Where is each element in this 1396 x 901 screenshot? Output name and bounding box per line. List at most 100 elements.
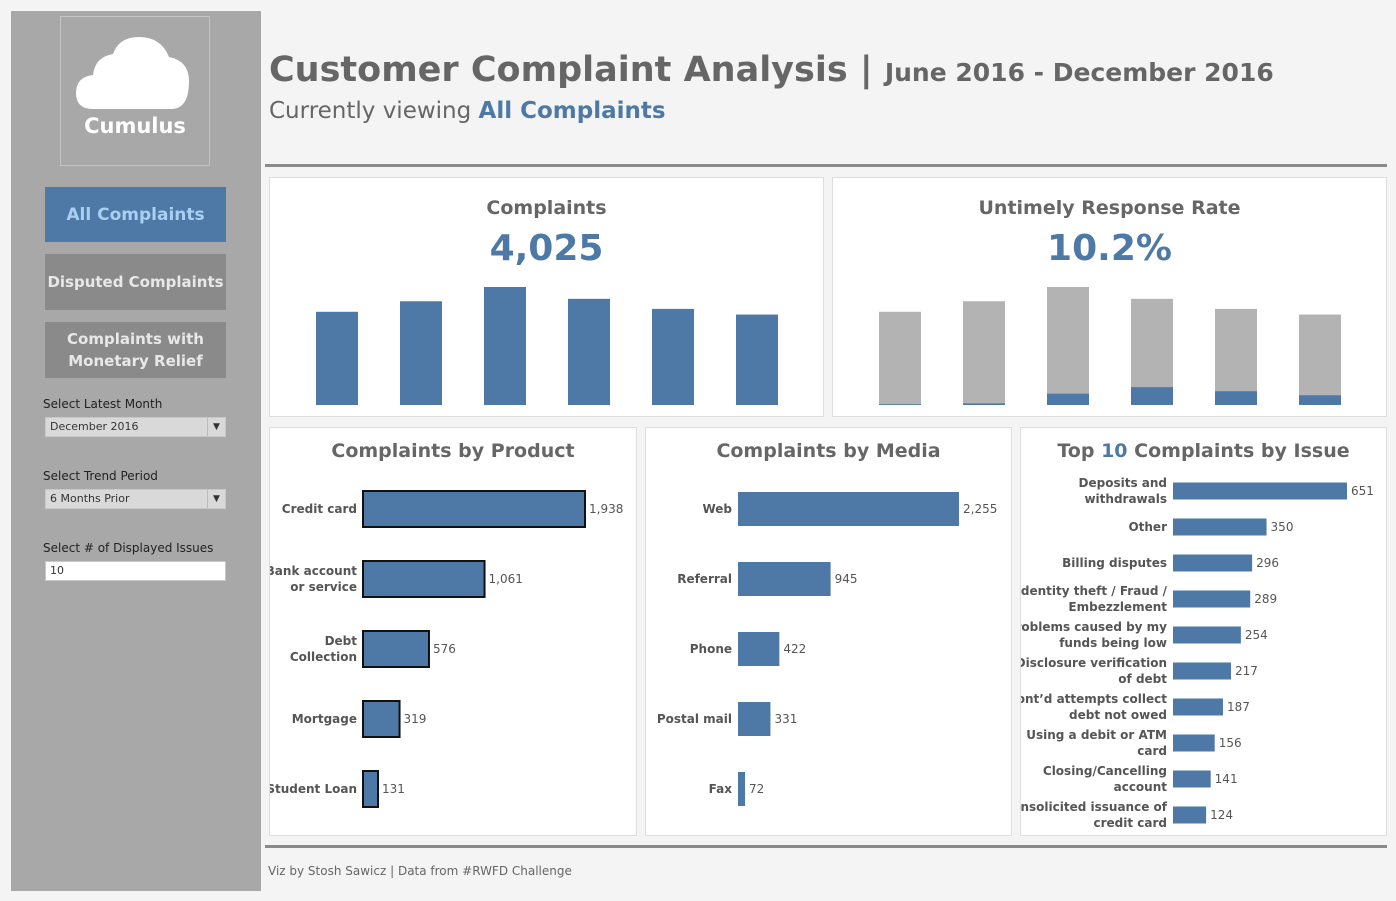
category-label: Embezzlement [1068,600,1167,614]
category-label: card [1137,744,1167,758]
category-label: Using a debit or ATM [1026,728,1167,742]
trend-bar-total [879,311,921,405]
untimely-title: Untimely Response Rate [978,197,1241,219]
bar [738,632,780,666]
page-title: Customer Complaint Analysis | June 2016 … [269,50,1274,90]
bar [362,490,586,528]
title-separator: | [847,50,885,90]
category-label: account [1114,780,1168,794]
disputed-complaints-button[interactable]: Disputed Complaints [45,254,226,310]
bar [1173,626,1241,644]
data-label: 289 [1254,592,1277,606]
issues-count-input[interactable]: 10 [45,561,226,581]
category-label: of debt [1118,672,1167,686]
bar [738,702,771,736]
category-label: Web [702,502,732,516]
chevron-down-icon[interactable]: ▼ [207,490,225,508]
data-label: 217 [1235,664,1258,678]
data-label: 124 [1210,808,1233,822]
category-label: Disclosure verification [1021,656,1167,670]
trend-period-value: 6 Months Prior [50,492,130,505]
trend-bar-untimely [963,403,1005,405]
trend-bar-untimely [1299,395,1341,405]
data-label: 254 [1245,628,1268,642]
product-title: Complaints by Product [331,440,575,462]
category-label: Credit card [282,502,357,516]
category-label: Student Loan [270,782,357,796]
untimely-kpi: 10.2% [1047,228,1172,269]
issues-bar-chart: 651 Deposits and withdrawals 350 Other 296 Bil… [1021,476,1374,830]
chevron-down-icon[interactable]: ▼ [207,418,225,436]
bar [1173,554,1253,572]
data-label: 131 [382,782,405,796]
latest-month-value: December 2016 [50,420,139,433]
category-label: Billing disputes [1062,556,1167,570]
category-label: Collection [290,650,357,664]
issues-panel: Top 10 Complaints by Issue 651 Deposits a… [1020,427,1387,836]
untimely-kpi-panel: Untimely Response Rate 10.2% [832,177,1387,417]
category-label: Phone [690,642,732,656]
trend-bar [568,298,610,405]
complaints-trend-chart [316,287,778,405]
logo: Cumulus [60,16,210,166]
category-label: debt not owed [1069,708,1167,722]
media-panel: Complaints by Media 2,255 Web 945 Referral 4… [645,427,1012,836]
issues-title-number: 10 [1101,440,1128,462]
category-label: credit card [1093,816,1167,830]
trend-bar-untimely [1215,391,1257,405]
category-label: Cont’d attempts collect [1021,692,1167,706]
data-label: 187 [1227,700,1250,714]
trend-bar-untimely [879,404,921,405]
category-label: Problems caused by my [1021,620,1167,634]
category-label: Unsolicited issuance of [1021,800,1168,814]
cloud-icon [76,37,189,109]
data-label: 141 [1215,772,1238,786]
media-bar-chart: 2,255 Web 945 Referral 422 Phone 331 Postal mai… [657,492,997,806]
bar [1173,590,1251,608]
complaints-title: Complaints [486,197,607,219]
all-complaints-button[interactable]: All Complaints [45,187,226,242]
trend-period-label: Select Trend Period [43,469,158,483]
trend-bar-total [1047,287,1089,405]
category-label: Other [1128,520,1167,534]
trend-bar [736,314,778,405]
category-label: Deposits and [1079,476,1167,490]
latest-month-label: Select Latest Month [43,397,163,411]
header-divider [265,164,1387,167]
category-label: or service [290,580,357,594]
latest-month-select[interactable]: December 2016 ▼ [45,417,226,437]
footer-divider [265,845,1387,848]
category-label: Fax [709,782,733,796]
bar [738,562,831,596]
issues-title-suffix: Complaints by Issue [1127,440,1350,462]
trend-bar-untimely [1131,387,1173,405]
bar [1173,518,1267,536]
untimely-trend-chart [879,287,1341,405]
viewing-prefix: Currently viewing [269,98,479,124]
bar [362,630,430,668]
category-label: withdrawals [1084,492,1167,506]
trend-bar [316,311,358,405]
media-title: Complaints by Media [716,440,941,462]
bar [1173,698,1223,716]
data-label: 945 [835,572,858,586]
data-label: 422 [783,642,806,656]
data-label: 576 [433,642,456,656]
issues-title: Top 10 Complaints by Issue [1021,440,1386,462]
category-label: Identity theft / Fraud / [1021,584,1168,598]
category-label: Bank account [270,564,357,578]
bar [738,772,746,806]
category-label: Mortgage [292,712,357,726]
bar [1173,482,1347,500]
data-label: 156 [1219,736,1242,750]
trend-bar-untimely [1047,393,1089,405]
bar [1173,770,1211,788]
trend-bar [400,301,442,405]
trend-period-select[interactable]: 6 Months Prior ▼ [45,489,226,509]
product-bar-chart: 1,938 Credit card 1,061 Bank account or serv… [270,490,623,808]
logo-text: Cumulus [84,114,186,138]
trend-bar [652,308,694,405]
monetary-relief-button[interactable]: Complaints with Monetary Relief [45,322,226,378]
data-label: 651 [1351,484,1374,498]
data-label: 350 [1271,520,1294,534]
